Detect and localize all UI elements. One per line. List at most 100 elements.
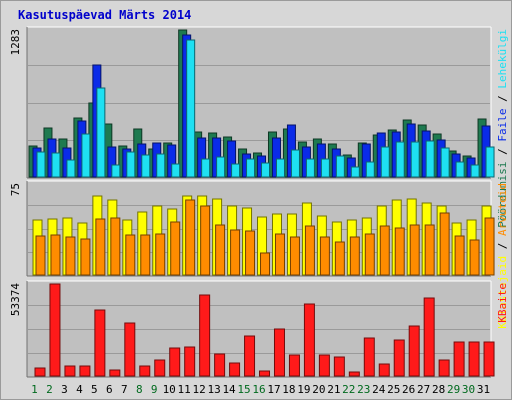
bar-hosts-day-26 — [409, 224, 420, 276]
bar-hosts-day-21 — [334, 241, 345, 276]
bar-kbytes-day-15 — [244, 335, 256, 377]
bar-files-day-5 — [96, 87, 106, 178]
x-tick-label-day-1: 1 — [31, 383, 38, 396]
bar-files-day-22 — [350, 166, 360, 178]
legend-visits-pages-files: Pöördumisi / Faile / Lehekülgi — [496, 29, 509, 228]
bar-files-day-15 — [246, 158, 256, 178]
bar-hosts-day-18 — [289, 236, 300, 276]
bar-kbytes-day-11 — [184, 346, 196, 377]
bar-files-day-23 — [365, 161, 375, 178]
bar-kbytes-day-21 — [333, 356, 345, 377]
bar-kbytes-day-23 — [363, 337, 375, 377]
bar-hosts-day-2 — [50, 234, 61, 276]
x-tick-label-day-17: 17 — [267, 383, 280, 396]
legend-entry-visits: Pöördumisi — [496, 161, 509, 227]
bar-kbytes-day-22 — [348, 371, 360, 377]
bar-hosts-day-5 — [95, 218, 106, 276]
bar-kbytes-day-7 — [124, 322, 136, 377]
x-tick-label-day-29: 29 — [447, 383, 460, 396]
bar-kbytes-day-17 — [273, 328, 285, 377]
x-tick-label-day-11: 11 — [178, 383, 191, 396]
bar-files-day-25 — [395, 141, 405, 178]
x-tick-label-day-19: 19 — [297, 383, 310, 396]
bar-hosts-day-14 — [230, 229, 241, 276]
bar-hosts-day-29 — [454, 235, 465, 276]
bar-hosts-day-12 — [200, 205, 211, 276]
bar-kbytes-day-29 — [453, 341, 465, 377]
bar-hosts-day-7 — [125, 234, 136, 276]
x-tick-label-day-22: 22 — [342, 383, 355, 396]
x-tick-label-day-26: 26 — [402, 383, 415, 396]
bar-kbytes-day-18 — [288, 354, 300, 377]
bar-files-day-27 — [425, 140, 435, 178]
x-tick-label-day-10: 10 — [163, 383, 176, 396]
bar-hosts-day-19 — [304, 225, 315, 276]
bar-files-day-29 — [455, 161, 465, 178]
bar-files-day-6 — [111, 164, 121, 178]
bar-files-day-16 — [261, 162, 271, 178]
bar-kbytes-day-5 — [94, 309, 106, 377]
bar-files-day-10 — [171, 163, 181, 178]
x-tick-label-day-8: 8 — [136, 383, 143, 396]
x-tick-label-day-16: 16 — [252, 383, 265, 396]
bar-files-day-2 — [51, 152, 61, 178]
y-axis-max-label-hits-hosts: 75 — [9, 183, 22, 196]
bar-files-day-21 — [335, 155, 345, 178]
bar-kbytes-day-19 — [303, 303, 315, 377]
legend-entry-pages: Lehekülgi — [496, 29, 509, 89]
bar-hosts-day-1 — [35, 235, 46, 276]
y-axis-max-label-visits-pages-files: 1283 — [9, 29, 22, 56]
y-axis-max-label-kbytes: 53374 — [9, 283, 22, 316]
bar-files-day-20 — [320, 158, 330, 178]
x-tick-label-day-23: 23 — [357, 383, 370, 396]
bar-kbytes-day-31 — [483, 341, 495, 377]
bar-hosts-day-13 — [215, 224, 226, 276]
chart-title: Kasutuspäevad Märts 2014 — [18, 8, 192, 22]
bar-files-day-11 — [186, 39, 196, 178]
x-tick-label-day-31: 31 — [477, 383, 490, 396]
bar-hosts-day-28 — [439, 212, 450, 276]
x-tick-label-day-30: 30 — [462, 383, 475, 396]
legend-hits-hosts: Külastajaid / Arvuteid — [496, 183, 509, 329]
bar-hosts-day-10 — [170, 221, 181, 276]
x-tick-label-day-24: 24 — [372, 383, 386, 396]
bar-kbytes-day-12 — [199, 294, 211, 377]
bar-kbytes-day-6 — [109, 369, 121, 377]
bar-hosts-day-15 — [245, 230, 256, 276]
x-tick-label-day-28: 28 — [432, 383, 445, 396]
bar-kbytes-day-27 — [423, 297, 435, 377]
bar-kbytes-day-16 — [259, 370, 271, 377]
bar-files-day-8 — [141, 154, 151, 178]
bar-hosts-day-17 — [274, 233, 285, 276]
bar-kbytes-day-24 — [378, 363, 390, 377]
bar-kbytes-day-13 — [214, 353, 226, 377]
x-tick-label-day-18: 18 — [282, 383, 295, 396]
bar-hosts-day-9 — [155, 233, 166, 276]
bar-files-day-31 — [485, 146, 495, 178]
x-tick-label-day-2: 2 — [46, 383, 53, 396]
bar-hosts-day-16 — [260, 252, 271, 276]
bar-files-day-12 — [201, 158, 211, 178]
x-tick-label-day-3: 3 — [61, 383, 68, 396]
bar-files-day-17 — [275, 158, 285, 178]
bar-hosts-day-6 — [110, 217, 121, 276]
bar-files-day-3 — [66, 159, 76, 178]
bar-files-day-30 — [470, 164, 480, 178]
legend-entry-hits: Külastajaid — [496, 256, 509, 329]
bar-kbytes-day-14 — [229, 362, 241, 377]
bar-files-day-18 — [290, 149, 300, 178]
bar-kbytes-day-20 — [318, 354, 330, 377]
bar-files-day-19 — [305, 158, 315, 178]
bar-hosts-day-31 — [484, 217, 495, 276]
x-tick-label-day-27: 27 — [417, 383, 430, 396]
x-tick-label-day-12: 12 — [193, 383, 206, 396]
bar-hosts-day-30 — [469, 239, 480, 276]
x-tick-label-day-14: 14 — [222, 383, 236, 396]
x-tick-label-day-25: 25 — [387, 383, 400, 396]
x-tick-label-day-21: 21 — [327, 383, 340, 396]
x-tick-label-day-6: 6 — [106, 383, 113, 396]
bar-hosts-day-25 — [394, 227, 405, 276]
x-tick-label-day-20: 20 — [312, 383, 325, 396]
